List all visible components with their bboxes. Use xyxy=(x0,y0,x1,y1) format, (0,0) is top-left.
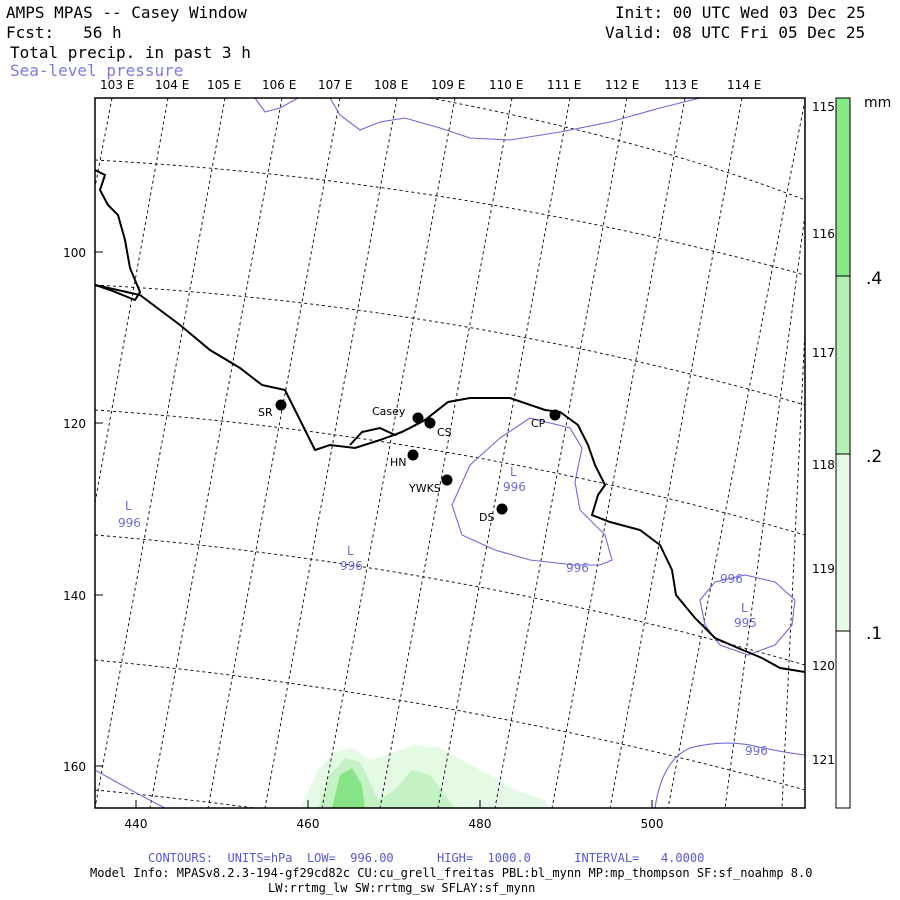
colorbar-segment-mid xyxy=(836,276,850,454)
colorbar-label: .1 xyxy=(866,624,882,644)
station-label: Casey xyxy=(372,405,406,418)
field-name: Total precip. in past 3 h xyxy=(10,43,251,62)
colorbar xyxy=(835,97,851,809)
low-marker: L xyxy=(347,544,354,558)
top-lon-labels: 103 E 104 E 105 E 106 E 107 E 108 E 109 … xyxy=(100,78,761,92)
x-axis-ticks xyxy=(135,800,653,808)
station-dot-cs xyxy=(424,417,436,429)
station-dot-sr xyxy=(275,399,287,411)
station-label: HN xyxy=(390,456,407,469)
forecast-hour: Fcst: 56 h xyxy=(6,23,122,42)
lon-label: 109 E xyxy=(431,78,465,92)
colorbar-segment-high xyxy=(836,98,850,276)
x-tick-label: 460 xyxy=(297,817,320,831)
y-tick-label: 100 xyxy=(63,246,86,260)
precip-shading xyxy=(300,745,548,808)
colorbar-segment-low xyxy=(836,454,850,631)
colorbar-unit: mm xyxy=(864,95,891,111)
low-marker: L xyxy=(741,601,748,615)
lon-label: 114 E xyxy=(727,78,761,92)
contour-label: 996 xyxy=(720,572,743,586)
y-tick-label: 140 xyxy=(63,589,86,603)
x-tick-label: 440 xyxy=(125,817,148,831)
station-dot-casey xyxy=(412,412,424,424)
low-marker: L xyxy=(510,465,517,479)
plot-frame xyxy=(94,97,806,809)
coastline xyxy=(95,169,805,673)
lon-label: 105 E xyxy=(207,78,241,92)
lon-label: 108 E xyxy=(374,78,408,92)
colorbar-segment-none xyxy=(836,631,850,808)
contour-label: 996 xyxy=(503,480,526,494)
station-dot-ds xyxy=(496,503,508,515)
lon-label: 107 E xyxy=(318,78,352,92)
init-time: Init: 00 UTC Wed 03 Dec 25 xyxy=(615,3,866,22)
x-tick-label: 480 xyxy=(469,817,492,831)
contour-label: 996 xyxy=(118,516,141,530)
contour-info: CONTOURS: UNITS=hPa LOW= 996.00 HIGH= 10… xyxy=(148,851,705,865)
station-label: SR xyxy=(258,406,273,419)
y-axis-labels: 100 120 140 160 xyxy=(63,246,86,774)
low-marker: L xyxy=(125,499,132,513)
overlay-name: Sea-level pressure xyxy=(10,61,184,80)
lon-label: 112 E xyxy=(605,78,639,92)
station-label: CP xyxy=(531,417,546,430)
station-dot-cp xyxy=(549,409,561,421)
model-info: Model Info: MPASv8.2.3-194-gf29cd82c CU:… xyxy=(90,866,813,880)
station-markers xyxy=(275,399,561,515)
colorbar-label: .4 xyxy=(866,269,882,289)
station-labels: SR Casey CS CP HN YWKS DS xyxy=(258,405,546,524)
station-dot-ywks xyxy=(441,474,453,486)
colorbar-labels: mm .4 .2 .1 xyxy=(864,95,891,644)
valid-time: Valid: 08 UTC Fri 05 Dec 25 xyxy=(605,23,866,42)
station-label: YWKS xyxy=(408,482,441,495)
lon-label: 103 E xyxy=(100,78,134,92)
map-title: AMPS MPAS -- Casey Window xyxy=(6,3,247,22)
slp-contours xyxy=(95,98,805,808)
lon-label: 104 E xyxy=(155,78,189,92)
pressure-labels: L 996 L 996 L 996 996 L 995 996 996 xyxy=(118,465,768,758)
contour-label: 996 xyxy=(566,561,589,575)
lon-label: 113 E xyxy=(664,78,698,92)
x-axis-labels: 440 460 480 500 xyxy=(125,817,664,831)
y-tick-label: 160 xyxy=(63,760,86,774)
y-axis-ticks xyxy=(95,251,103,767)
model-info-physics: LW:rrtmg_lw SW:rrtmg_sw SFLAY:sf_mynn xyxy=(268,881,536,895)
colorbar-label: .2 xyxy=(866,447,882,467)
lon-label: 110 E xyxy=(489,78,523,92)
lon-label: 111 E xyxy=(547,78,581,92)
contour-label: 995 xyxy=(734,616,757,630)
x-tick-label: 500 xyxy=(641,817,664,831)
y-tick-label: 120 xyxy=(63,417,86,431)
station-label: CS xyxy=(437,426,452,439)
latlon-grid xyxy=(95,98,805,808)
station-label: DS xyxy=(479,511,494,524)
contour-label: 996 xyxy=(340,559,363,573)
station-dot-hn xyxy=(407,449,419,461)
contour-label: 996 xyxy=(745,744,768,758)
lon-label: 106 E xyxy=(262,78,296,92)
